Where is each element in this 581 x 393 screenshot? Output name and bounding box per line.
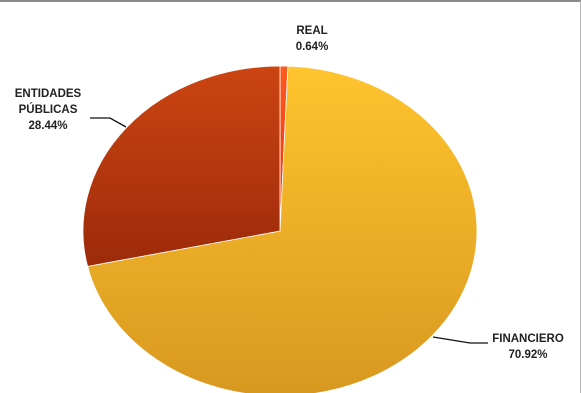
- pie-slices: [82, 65, 478, 393]
- slice-entidades-publicas: [82, 65, 281, 267]
- category-label-entidades-publicas: PÚBLICAS: [19, 103, 78, 116]
- leader-line-financiero: [432, 336, 488, 344]
- value-label-financiero: 70.92%: [508, 349, 547, 361]
- slice-labels: REAL 0.64% FINANCIERO 70.92% ENTIDADES PÚBLIC…: [15, 25, 564, 361]
- category-label-financiero: FINANCIERO: [492, 333, 564, 345]
- value-label-real: 0.64%: [296, 41, 329, 53]
- category-label-entidades-publicas: ENTIDADES: [15, 88, 82, 100]
- value-label-entidades-publicas: 28.44%: [28, 120, 67, 132]
- category-label-real: REAL: [296, 25, 327, 37]
- leader-line-entidades-publicas: [90, 117, 127, 128]
- leader-lines: [90, 117, 488, 344]
- slice-financiero: [87, 65, 478, 393]
